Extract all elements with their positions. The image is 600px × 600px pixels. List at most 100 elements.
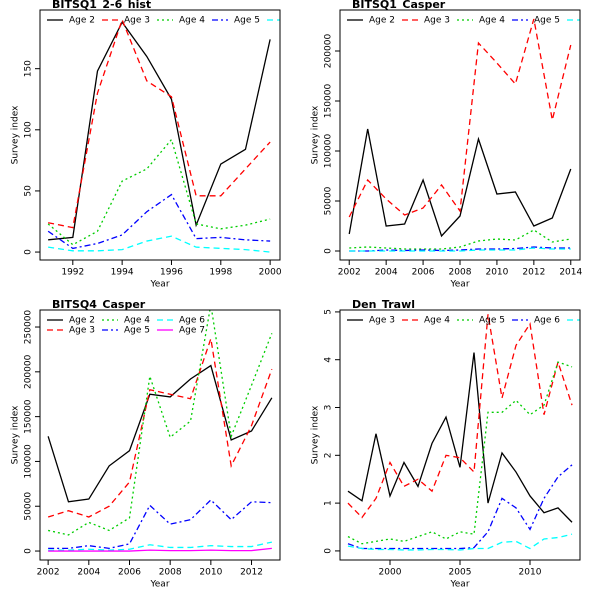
series-line <box>347 533 573 551</box>
legend-label: Age 4 <box>479 16 505 26</box>
legend-label: Age 3 <box>424 16 450 26</box>
x-tick-label: 2010 <box>519 568 542 578</box>
legend-label: Age 4 <box>124 316 150 326</box>
y-axis-label: Survey index <box>11 405 21 464</box>
legend-label: Age 5 <box>534 16 560 26</box>
y-tick-label: 100 <box>24 121 34 138</box>
x-axis-label: Year <box>149 580 169 590</box>
x-tick-label: 1992 <box>61 268 84 278</box>
series-line <box>48 17 271 229</box>
series-line <box>349 247 571 252</box>
series-line <box>47 364 273 503</box>
y-tick-label: 200000 <box>24 354 34 389</box>
y-tick-label: 150000 <box>24 399 34 434</box>
plot-frame <box>339 309 581 561</box>
y-tick-label: 150000 <box>324 84 334 119</box>
y-tick-label: 0 <box>24 548 34 554</box>
legend-label: Age 3 <box>69 326 95 336</box>
legend-label: Age 7 <box>179 326 205 336</box>
x-axis-label: Year <box>449 580 469 590</box>
x-tick-label: 2010 <box>485 268 508 278</box>
series-line <box>347 361 573 545</box>
panel: BITSQ4_Casper 2002 2004 2006 2008 2010 2012 0 50… <box>11 298 281 590</box>
series-line <box>48 541 272 551</box>
x-tick-label: 2005 <box>449 568 472 578</box>
x-tick-label: 2010 <box>199 568 222 578</box>
y-tick-label: 50000 <box>324 186 334 215</box>
series-line <box>349 229 571 250</box>
x-tick-label: 2008 <box>159 568 182 578</box>
y-tick-label: 250000 <box>24 310 34 345</box>
plot-frame <box>339 9 581 261</box>
series-line <box>347 314 573 519</box>
x-tick-label: 2014 <box>559 268 582 278</box>
panel-title: BITSQ4_Casper <box>52 298 146 311</box>
series-line <box>347 352 573 523</box>
panel-title: Den_Trawl <box>352 298 415 311</box>
x-tick-label: 2004 <box>375 268 398 278</box>
plot-area: Age 3 Age 4 Age 5 Age 6 <box>347 314 580 551</box>
y-axis-label: Survey index <box>311 105 321 164</box>
panel: BITSQ1_2-6_hist 1992 1994 1996 1998 2000 0 50 10… <box>11 0 282 290</box>
series-line <box>47 193 271 250</box>
series-line <box>349 246 571 252</box>
y-tick-label: 3 <box>324 405 334 411</box>
series-line <box>48 499 272 550</box>
x-tick-label: 2006 <box>412 268 435 278</box>
plot-frame <box>39 9 281 261</box>
y-tick-label: 50000 <box>24 492 34 521</box>
x-tick-label: 2004 <box>77 568 100 578</box>
series-line <box>348 128 572 238</box>
x-tick-label: 1998 <box>209 268 232 278</box>
panel: Den_Trawl 2000 2005 2010 0 1 2 3 4 5 Year Survey in… <box>311 298 581 590</box>
y-tick-label: 100000 <box>24 444 34 479</box>
x-tick-label: 1996 <box>160 268 183 278</box>
y-axis-label: Survey index <box>11 105 21 164</box>
y-tick-label: 50 <box>24 185 34 197</box>
x-tick-label: 2000 <box>379 568 402 578</box>
x-tick-label: 2002 <box>37 568 60 578</box>
panel: BITSQ1_Casper 2002 2004 2006 2008 2010 2012 201… <box>311 0 583 290</box>
x-tick-label: 2002 <box>338 268 361 278</box>
panel-title: BITSQ1_2-6_hist <box>52 0 151 11</box>
series-line <box>48 547 272 552</box>
plot-area: Age 2 Age 3 Age 4 Age 5 <box>347 16 580 252</box>
legend-label: Age 5 <box>234 16 260 26</box>
y-axis-label: Survey index <box>311 405 321 464</box>
legend-label: Age 5 <box>124 326 150 336</box>
series-line <box>47 338 273 518</box>
series-line <box>347 464 573 550</box>
x-axis-label: Year <box>149 280 169 290</box>
series-line <box>47 138 271 246</box>
legend-label: Age 4 <box>424 316 450 326</box>
y-tick-label: 1 <box>324 500 334 506</box>
y-tick-label: 100000 <box>324 134 334 169</box>
series-line <box>348 18 572 218</box>
legend-label: Age 6 <box>534 316 560 326</box>
legend-label: Age 6 <box>179 316 205 326</box>
panel-title: BITSQ1_Casper <box>352 0 446 11</box>
y-tick-label: 0 <box>324 548 334 554</box>
legend-label: Age 2 <box>369 16 395 26</box>
plot-area: Age 2 Age 3 Age 4 Age 5 <box>47 16 280 253</box>
series-line <box>48 20 271 241</box>
y-tick-label: 0 <box>324 248 334 254</box>
x-tick-label: 2006 <box>118 568 141 578</box>
plot-frame <box>39 309 281 561</box>
legend-label: Age 3 <box>369 316 395 326</box>
x-axis-label: Year <box>449 280 469 290</box>
series-line <box>48 235 271 253</box>
legend-label: Age 3 <box>124 16 150 26</box>
legend-label: Age 2 <box>69 316 95 326</box>
series-line <box>48 310 273 536</box>
y-tick-label: 200000 <box>324 34 334 69</box>
y-tick-label: 4 <box>324 357 334 363</box>
y-tick-label: 150 <box>24 60 34 77</box>
legend-label: Age 2 <box>69 16 95 26</box>
x-tick-label: 2000 <box>259 268 282 278</box>
y-tick-label: 0 <box>24 249 34 255</box>
x-tick-label: 2012 <box>522 268 545 278</box>
x-tick-label: 2012 <box>240 568 263 578</box>
